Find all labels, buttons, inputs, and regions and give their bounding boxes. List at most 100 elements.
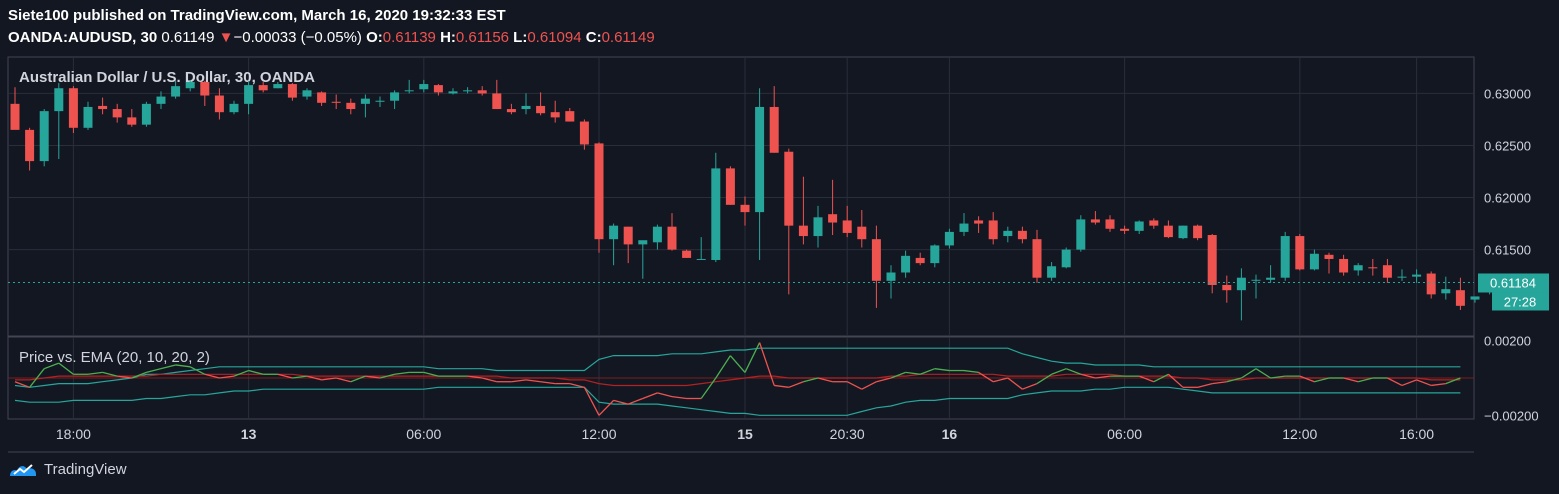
candle-body: [1455, 290, 1465, 306]
price-vs-ema-segment: [715, 355, 731, 379]
candle-body: [492, 93, 502, 110]
price-vs-ema-segment: [1445, 377, 1461, 385]
symbol-quote-line: OANDA:AUDUSD, 30 0.61149 ▼−0.00033 (−0.0…: [8, 29, 655, 46]
candle-body: [1207, 235, 1217, 285]
brand-label[interactable]: TradingView: [44, 460, 127, 478]
candle-body: [974, 220, 984, 224]
close-label: C:: [585, 29, 602, 46]
candle-body: [390, 92, 400, 101]
price-vs-ema-segment: [1138, 375, 1155, 383]
price-vs-ema-segment: [482, 377, 497, 383]
candle-body: [244, 85, 254, 104]
candle-body: [1441, 289, 1451, 294]
candle-body: [1309, 253, 1319, 270]
price-vs-ema-segment: [788, 381, 804, 388]
price-vs-ema-segment: [321, 377, 337, 381]
price-vs-ema-segment: [1153, 373, 1169, 383]
open-label: O:: [366, 29, 383, 46]
candle-body: [360, 98, 370, 104]
candle-body: [813, 217, 823, 237]
price-vs-ema-segment: [1167, 373, 1184, 388]
candle-body: [317, 92, 327, 103]
symbol-label[interactable]: OANDA:AUDUSD, 30: [8, 29, 158, 46]
price-vs-ema-segment: [277, 373, 293, 379]
price-vs-ema-segment: [1416, 379, 1432, 387]
price-vs-ema-segment: [1299, 375, 1315, 383]
candle-body: [1017, 230, 1027, 240]
price-vs-ema-segment: [817, 377, 833, 383]
price-vs-ema-segment: [613, 399, 629, 405]
candle-body: [652, 226, 662, 243]
candle-body: [682, 250, 692, 258]
price-vs-ema-segment: [890, 371, 906, 379]
candle-body: [141, 103, 151, 125]
y-tick-label: 0.62000: [1484, 191, 1531, 206]
candle-body: [463, 90, 473, 92]
price-vs-ema-segment: [774, 384, 789, 388]
candle-body: [623, 226, 633, 245]
candle-body: [755, 106, 765, 213]
candle-body: [214, 95, 224, 113]
candle-body: [273, 84, 283, 89]
price-vs-ema-segment: [1197, 382, 1213, 388]
publisher-line: Siete100 published on TradingView.com, M…: [8, 7, 506, 24]
last-price-badge: [1478, 273, 1549, 293]
price-vs-ema-segment: [1095, 375, 1111, 379]
price-vs-ema-segment: [58, 362, 74, 375]
price-vs-ema-segment: [919, 368, 936, 375]
candle-body: [98, 105, 108, 110]
candle-body: [1339, 258, 1349, 273]
candle-body: [68, 88, 78, 128]
price-vs-ema-segment: [336, 377, 351, 383]
price-vs-ema-segment: [700, 377, 717, 399]
price-vs-ema-segment: [423, 371, 439, 377]
candle-body: [769, 106, 779, 153]
price-vs-ema-segment: [467, 375, 483, 379]
candle-body: [506, 109, 516, 113]
price-vs-ema-segment: [511, 379, 527, 383]
candle-body: [1280, 236, 1290, 278]
candle-body: [901, 255, 911, 273]
lower-band-line: [14, 386, 1461, 416]
x-tick-label: 16: [942, 426, 958, 442]
candle-body: [83, 106, 93, 128]
price-vs-ema-segment: [642, 392, 658, 400]
x-tick-label: 12:00: [1282, 426, 1317, 442]
candle-body: [594, 143, 604, 240]
countdown-label: 27:28: [1504, 294, 1537, 309]
candle-body: [1061, 249, 1071, 268]
candle-body: [886, 272, 896, 281]
price-vs-ema-segment: [978, 371, 994, 383]
candle-body: [433, 85, 443, 93]
candle-body: [229, 103, 239, 113]
candle-body: [302, 90, 312, 97]
price-vs-ema-segment: [1387, 377, 1403, 387]
tradingview-logo-icon: [10, 464, 36, 476]
candle-body: [1353, 265, 1363, 271]
price-vs-ema-segment: [29, 368, 45, 388]
price-vs-ema-segment: [1241, 368, 1257, 379]
price-vs-ema-segment: [758, 342, 775, 386]
candle-body: [550, 112, 560, 118]
price-pane-border: [7, 56, 1475, 337]
price-vs-ema-segment: [306, 375, 322, 381]
price-vs-ema-segment: [1270, 375, 1286, 379]
candle-body: [988, 220, 998, 240]
price-vs-ema-segment: [379, 373, 395, 379]
candle-body: [521, 105, 531, 110]
candle-body: [1251, 279, 1261, 281]
price-vs-ema-segment: [189, 366, 206, 375]
price-vs-ema-segment: [657, 392, 673, 398]
candle-body: [404, 90, 414, 92]
candle-body: [609, 225, 619, 240]
price-vs-ema-segment: [219, 375, 235, 379]
candle-body: [930, 245, 940, 264]
candle-body: [1236, 277, 1246, 291]
price-vs-ema-segment: [1080, 373, 1096, 379]
x-tick-label: 18:00: [56, 426, 91, 442]
candle-body: [1470, 296, 1480, 300]
footer: TradingView: [8, 460, 127, 478]
candle-body: [1178, 225, 1188, 239]
close-value: 0.61149: [601, 29, 655, 46]
